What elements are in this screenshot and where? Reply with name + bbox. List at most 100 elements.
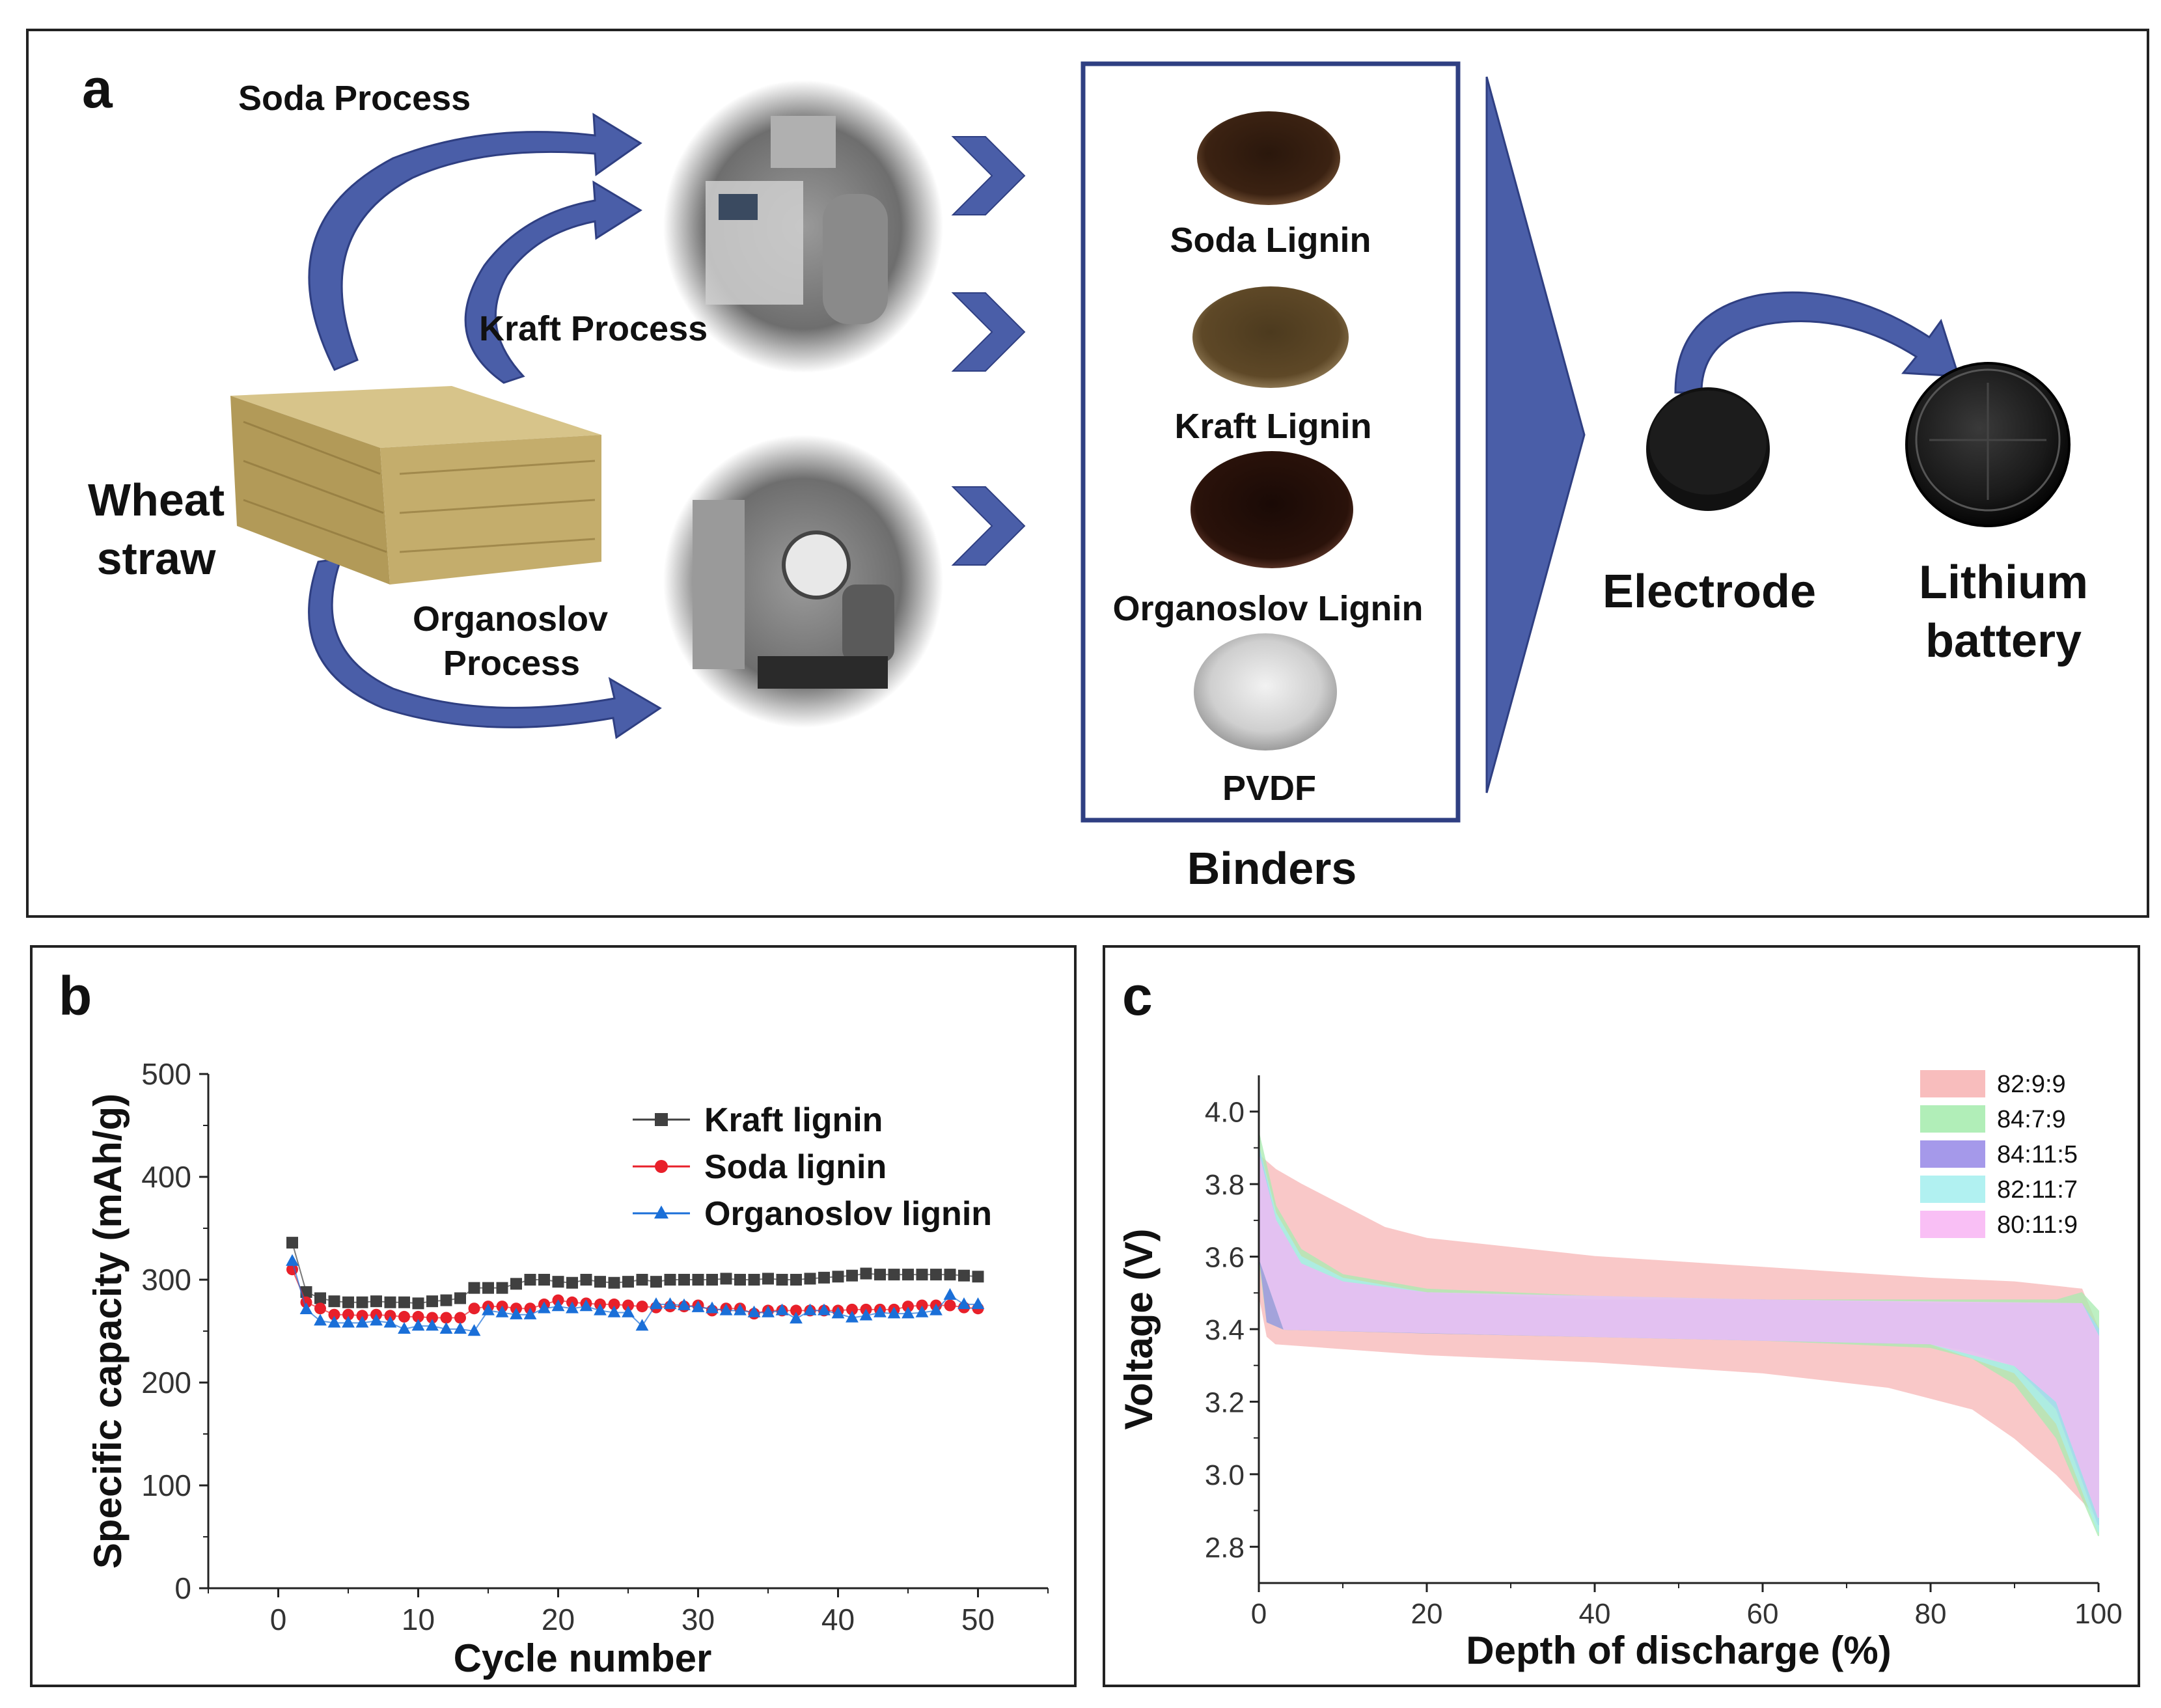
panel-b: b 0 100 200 300 400 500 0 10 20 30 40 50 Cycle numbe…: [30, 945, 1077, 1687]
data-point: [943, 1288, 957, 1300]
x-tick-label: 30: [681, 1603, 715, 1636]
data-point: [398, 1296, 410, 1308]
data-point: [691, 1300, 705, 1312]
data-point: [356, 1310, 368, 1322]
y-axis-label: Voltage (V): [1117, 1229, 1161, 1430]
x-tick-label: 20: [1411, 1598, 1443, 1630]
data-point: [510, 1278, 522, 1290]
data-point: [579, 1299, 593, 1312]
data-point: [342, 1308, 354, 1321]
wheat-straw-bale: [230, 386, 601, 585]
data-point: [944, 1299, 956, 1312]
data-point: [454, 1312, 466, 1324]
panel-b-letter: b: [59, 965, 92, 1026]
series-kraft-lignin: Kraft lignin: [286, 1101, 984, 1310]
kraft-process-label: Kraft Process: [479, 309, 708, 348]
data-point: [426, 1295, 438, 1308]
data-point: [916, 1269, 928, 1281]
data-point: [930, 1269, 942, 1281]
x-tick-label: 40: [1579, 1598, 1611, 1630]
electrode-disc: [1646, 387, 1770, 511]
data-point: [468, 1282, 480, 1294]
legend-swatch: [1920, 1105, 1985, 1133]
y-tick-label: 4.0: [1205, 1097, 1245, 1129]
data-point: [412, 1297, 424, 1310]
legend-label: 82:11:7: [1997, 1176, 2078, 1204]
data-point: [762, 1305, 775, 1317]
data-point: [383, 1315, 397, 1328]
data-point: [664, 1274, 676, 1286]
data-point: [328, 1308, 340, 1321]
x-tick-label: 50: [961, 1603, 995, 1636]
x-axis-label: Cycle number: [454, 1636, 712, 1680]
soda-process-arrow: [308, 113, 642, 371]
data-point: [916, 1299, 928, 1312]
data-point: [874, 1269, 886, 1281]
data-point: [398, 1310, 410, 1323]
x-tick-label: 60: [1747, 1598, 1779, 1630]
data-point: [622, 1276, 634, 1288]
data-point: [524, 1274, 536, 1286]
data-point: [790, 1312, 803, 1324]
electrode-battery-arrow: [1674, 291, 1961, 394]
data-point: [888, 1269, 900, 1281]
data-point: [846, 1310, 859, 1323]
organoslov-process-label-1: Organoslov: [412, 599, 609, 639]
chevron-arrows: [951, 136, 1026, 566]
data-point: [971, 1297, 985, 1310]
data-point: [929, 1303, 943, 1315]
y-tick-label: 100: [141, 1468, 191, 1502]
soda-lignin-powder: [1197, 111, 1340, 205]
x-tick-label: 80: [1915, 1598, 1947, 1630]
x-tick-label: 0: [270, 1603, 287, 1636]
kraft-lignin-label: Kraft Lignin: [1174, 407, 1372, 446]
data-point: [314, 1314, 327, 1326]
data-point: [328, 1295, 340, 1308]
legend-swatch: [1920, 1211, 1985, 1238]
organoslov-process-label-2: Process: [443, 644, 581, 683]
panel-a: a Soda Process Kraft Process Organoslov …: [26, 29, 2149, 918]
data-point: [398, 1322, 411, 1334]
data-point: [734, 1303, 747, 1315]
data-point: [957, 1297, 970, 1310]
data-point: [384, 1296, 396, 1308]
data-point: [803, 1303, 817, 1315]
y-tick-label: 3.4: [1205, 1314, 1245, 1346]
data-point: [355, 1315, 369, 1328]
legend-marker: [654, 1205, 668, 1219]
legend-swatch: [1920, 1140, 1985, 1168]
data-point: [454, 1292, 466, 1304]
y-tick-label: 2.8: [1205, 1532, 1245, 1563]
data-point: [566, 1301, 579, 1314]
y-tick-label: 3.0: [1205, 1459, 1245, 1491]
data-point: [495, 1305, 509, 1317]
data-point: [510, 1307, 523, 1319]
data-point: [327, 1315, 341, 1328]
data-point: [790, 1274, 802, 1286]
y-tick-label: 3.6: [1205, 1242, 1245, 1274]
data-point: [958, 1269, 970, 1282]
data-point: [299, 1302, 313, 1315]
data-point: [342, 1315, 355, 1328]
data-point: [467, 1324, 481, 1336]
data-point: [384, 1310, 396, 1322]
x-tick-label: 10: [402, 1603, 435, 1636]
data-point: [622, 1299, 634, 1312]
wheat-straw-label-1: Wheat: [88, 475, 225, 525]
legend-marker: [655, 1113, 668, 1126]
data-point: [636, 1274, 648, 1286]
data-point: [440, 1294, 452, 1306]
binders-box: [1080, 61, 1461, 823]
legend-swatch: [1920, 1176, 1985, 1203]
legend-label: Soda lignin: [704, 1148, 887, 1186]
binders-title: Binders: [1187, 843, 1357, 894]
data-point: [608, 1298, 620, 1310]
data-point: [762, 1273, 774, 1285]
data-point: [972, 1271, 984, 1283]
series-soda-lignin: Soda lignin: [286, 1148, 984, 1324]
y-tick-label: 0: [174, 1571, 191, 1605]
data-point: [663, 1297, 677, 1310]
data-point: [748, 1274, 760, 1286]
panel-a-graphics: [230, 61, 2071, 823]
data-point: [370, 1295, 382, 1308]
